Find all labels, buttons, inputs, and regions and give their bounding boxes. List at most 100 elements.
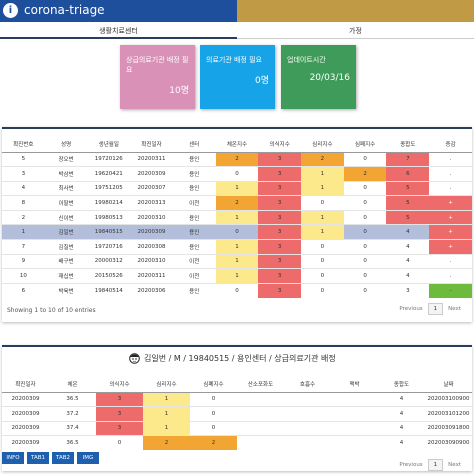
pagination: Previous 1 Next [394, 459, 466, 471]
table-cell: 박삼번 [44, 166, 88, 182]
bottom-tab[interactable]: TAB1 [27, 452, 49, 464]
table-cell: 2 [343, 166, 387, 182]
table-cell: 이천 [172, 253, 216, 269]
table-cell: 0 [343, 239, 387, 255]
table-cell: . [429, 180, 472, 196]
info-icon[interactable]: i [3, 3, 18, 18]
table-cell: 3 [2, 166, 45, 182]
column-header: 심리지수 [301, 137, 344, 153]
table-row: 2 신이번 19980513 20200310 용인 1 3 1 0 5 + [2, 209, 472, 225]
table-cell: 용인 [172, 209, 216, 225]
card-label: 상급의료기관 배정 필요 [126, 56, 189, 74]
page-button[interactable]: 1 [427, 459, 444, 471]
table-cell: 0 [343, 195, 387, 211]
table-cell: . [429, 151, 472, 167]
table-cell: 2 [190, 435, 237, 451]
table-row: 5 장오번 19720126 20200311 용인 2 3 2 0 7. [2, 151, 472, 167]
table-cell [331, 435, 378, 451]
card-value: 0명 [254, 76, 269, 86]
table-cell: 19980214 [87, 195, 131, 211]
table-cell: 0 [190, 420, 237, 436]
table-cell: 20000312 [87, 253, 131, 269]
table-cell: . [429, 268, 472, 284]
header-bar [0, 0, 474, 22]
column-header: 종합도 [386, 137, 430, 153]
column-header: 확진일자 [130, 137, 173, 153]
detail-title: 김일번 / M / 19840515 / 용인센터 / 상급의료기관 배정 [144, 354, 336, 363]
table-cell: 4 [378, 391, 425, 407]
table-row: 20200309 37.2 3 1 0 4 202003101200 [2, 406, 472, 422]
card: 업데이트시간 20/03/16 [281, 45, 356, 109]
table-cell: 이천 [172, 195, 216, 211]
table-cell [237, 420, 284, 436]
table-cell: 1 [215, 253, 259, 269]
table-cell: 4 [378, 406, 425, 422]
table-cell: 4 [2, 180, 45, 196]
table-row: 9 배구번 20000312 20200310 이천 1 3 0 0 4. [2, 253, 472, 269]
next-button[interactable]: Next [448, 306, 461, 312]
table-cell: 이팔번 [44, 195, 88, 211]
table-cell: 2 [215, 195, 259, 211]
table-cell: 10 [2, 268, 45, 284]
table-row: 10 재십번 20150526 20200311 이천 1 3 0 0 4. [2, 268, 472, 284]
card: 상급의료기관 배정 필요 10명 [120, 45, 195, 109]
table-cell: 0 [343, 253, 387, 269]
table-cell: 202003101200 [425, 406, 472, 422]
table-cell: 0 [215, 224, 259, 240]
table-cell: 1 [215, 180, 259, 196]
table-cell: 0 [301, 195, 344, 211]
table-cell: 박육번 [44, 282, 88, 298]
table-cell: 20200309 [2, 406, 49, 422]
table-cell: 0 [301, 282, 344, 298]
page-button[interactable]: 1 [427, 303, 444, 315]
table-cell: 1 [301, 166, 344, 182]
table-cell: 용인 [172, 282, 216, 298]
column-header: 심폐지수 [190, 377, 237, 393]
table-cell: 19720126 [87, 151, 131, 167]
table-cell: 0 [343, 224, 387, 240]
tab[interactable]: 생활치료센터 [0, 24, 237, 39]
table-cell: 용인 [172, 166, 216, 182]
prev-button[interactable]: Previous [399, 462, 423, 468]
table-cell [237, 391, 284, 407]
bottom-tab[interactable]: TAB2 [52, 452, 74, 464]
table-cell: 5 [386, 209, 430, 225]
app-title: corona-triage [24, 3, 105, 17]
table-cell [284, 391, 331, 407]
table-cell: 20150526 [87, 268, 131, 284]
table-cell: 20200311 [130, 151, 173, 167]
table-info: Showing 1 to 10 of 10 entries [7, 307, 96, 314]
table-cell: 4 [386, 253, 430, 269]
table-cell: 0 [190, 391, 237, 407]
table-cell: 이천 [172, 268, 216, 284]
table-cell: 0 [96, 435, 143, 451]
table-cell: 20200309 [130, 166, 173, 182]
table-cell: 19980513 [87, 209, 131, 225]
table-cell: 4 [386, 239, 430, 255]
table-cell: 3 [386, 282, 430, 298]
next-button[interactable]: Next [448, 462, 461, 468]
table-cell: 19840514 [87, 282, 131, 298]
table-cell: 0 [215, 166, 259, 182]
table-cell [331, 420, 378, 436]
column-header: 증감 [429, 137, 472, 153]
prev-button[interactable]: Previous [399, 306, 423, 312]
table-cell: 19620421 [87, 166, 131, 182]
table-cell: 20200311 [130, 268, 173, 284]
tab[interactable]: 가정 [237, 24, 474, 39]
column-header: 심리지수 [143, 377, 190, 393]
table-cell: 6 [386, 166, 430, 182]
table-cell: 신이번 [44, 209, 88, 225]
card-label: 의료기관 배정 필요 [206, 56, 262, 64]
table-cell: - [429, 282, 472, 298]
table-cell: 20200309 [130, 224, 173, 240]
table-cell: 3 [258, 195, 302, 211]
bottom-tab[interactable]: IMG [77, 452, 99, 464]
column-header: 확진번호 [2, 137, 45, 153]
table-cell: 4 [386, 268, 430, 284]
bottom-tab[interactable]: INFO [2, 452, 24, 464]
table-cell: 1 [215, 209, 259, 225]
card: 의료기관 배정 필요 0명 [200, 45, 275, 109]
table-cell: 37.4 [49, 420, 96, 436]
table-cell: 0 [343, 180, 387, 196]
